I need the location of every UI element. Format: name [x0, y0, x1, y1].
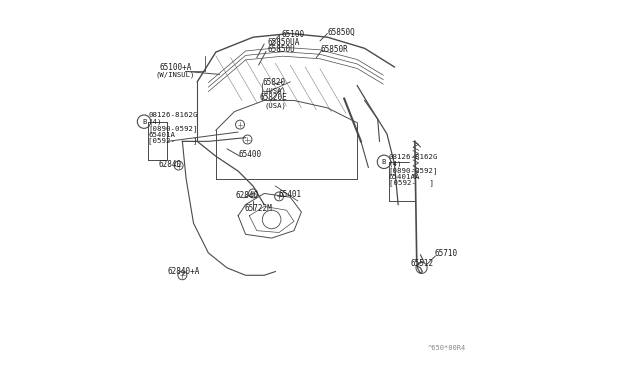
- Text: 65401A: 65401A: [148, 132, 175, 138]
- Text: B: B: [142, 119, 146, 125]
- Text: B: B: [382, 159, 386, 165]
- Text: 62840: 62840: [158, 160, 181, 169]
- Text: 65850Q: 65850Q: [328, 28, 355, 37]
- Text: [0592-    ]: [0592- ]: [148, 137, 198, 144]
- Text: [0592-   ]: [0592- ]: [389, 180, 434, 186]
- Text: 65100: 65100: [282, 30, 305, 39]
- Text: (4): (4): [148, 118, 162, 125]
- Text: ^650*00R4: ^650*00R4: [428, 345, 466, 351]
- Text: 65820: 65820: [262, 78, 285, 87]
- Text: 62840: 62840: [236, 191, 259, 200]
- Circle shape: [248, 189, 257, 198]
- Text: 65850UA: 65850UA: [267, 38, 300, 46]
- Text: 62840+A: 62840+A: [168, 267, 200, 276]
- Text: [0890-0592]: [0890-0592]: [148, 125, 198, 132]
- Text: [0890-0592]: [0890-0592]: [389, 167, 438, 174]
- Text: 65722M: 65722M: [244, 204, 272, 213]
- Text: 65401AA: 65401AA: [389, 174, 420, 180]
- Text: 65850U: 65850U: [268, 45, 296, 54]
- Circle shape: [174, 161, 183, 170]
- Text: 65100+A: 65100+A: [159, 63, 191, 72]
- Text: 65710: 65710: [434, 249, 458, 258]
- Text: (USA): (USA): [265, 87, 287, 94]
- Text: 65401: 65401: [278, 190, 301, 199]
- Text: (4): (4): [389, 160, 403, 167]
- Circle shape: [178, 271, 187, 280]
- Text: 08126-8162G: 08126-8162G: [148, 112, 198, 118]
- Text: (USA): (USA): [265, 102, 287, 109]
- Text: (W/INSUL): (W/INSUL): [156, 72, 195, 78]
- Text: 65400: 65400: [239, 150, 262, 159]
- Circle shape: [275, 192, 284, 201]
- Text: 65850R: 65850R: [321, 45, 349, 54]
- Text: 08126-8162G: 08126-8162G: [389, 154, 438, 160]
- Circle shape: [243, 135, 252, 144]
- Text: 65512: 65512: [410, 259, 433, 268]
- Text: 65820E: 65820E: [260, 93, 287, 102]
- Circle shape: [236, 120, 244, 129]
